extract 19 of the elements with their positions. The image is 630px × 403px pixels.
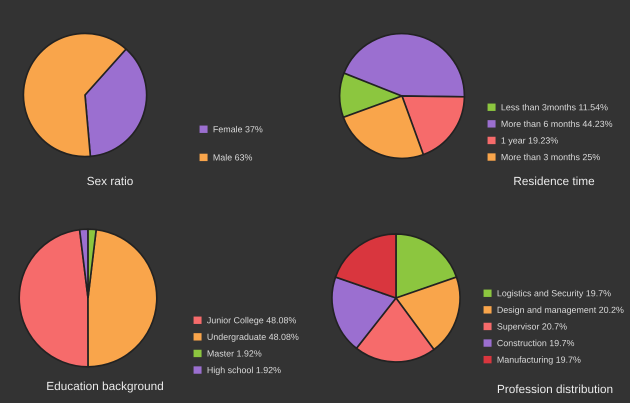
text: Residence time: [514, 176, 594, 186]
legend-label: Supervisor 20.7%: [497, 323, 567, 332]
legend-label: 1 year 19.23%: [502, 137, 558, 146]
legend-label: Design and management 20.2%: [498, 306, 624, 315]
legend-label: Undergraduate 48.08%: [208, 333, 298, 342]
legend-label: More than 3 months 25%: [502, 154, 600, 160]
legend-label: Construction 19.7%: [497, 340, 574, 346]
text: Sex ratio: [87, 176, 133, 186]
legend-label: Logistics and Security 19.7%: [498, 290, 611, 298]
legend-label: High school 1.92%: [208, 366, 281, 375]
legend-label: Male 63%: [214, 154, 252, 161]
legend-label: More than 6 months 44.23%: [502, 120, 612, 127]
legend-label: Junior College 48.08%: [207, 316, 296, 326]
legend-label: Manufacturing 19.7%: [498, 356, 581, 365]
legend-label: Less than 3months 11.54%: [502, 104, 608, 110]
text: Profession distribution: [498, 384, 612, 394]
legend-label: Female 37%: [214, 126, 262, 132]
text: Education background: [47, 381, 163, 393]
legend-label: Master 1.92%: [208, 350, 262, 357]
